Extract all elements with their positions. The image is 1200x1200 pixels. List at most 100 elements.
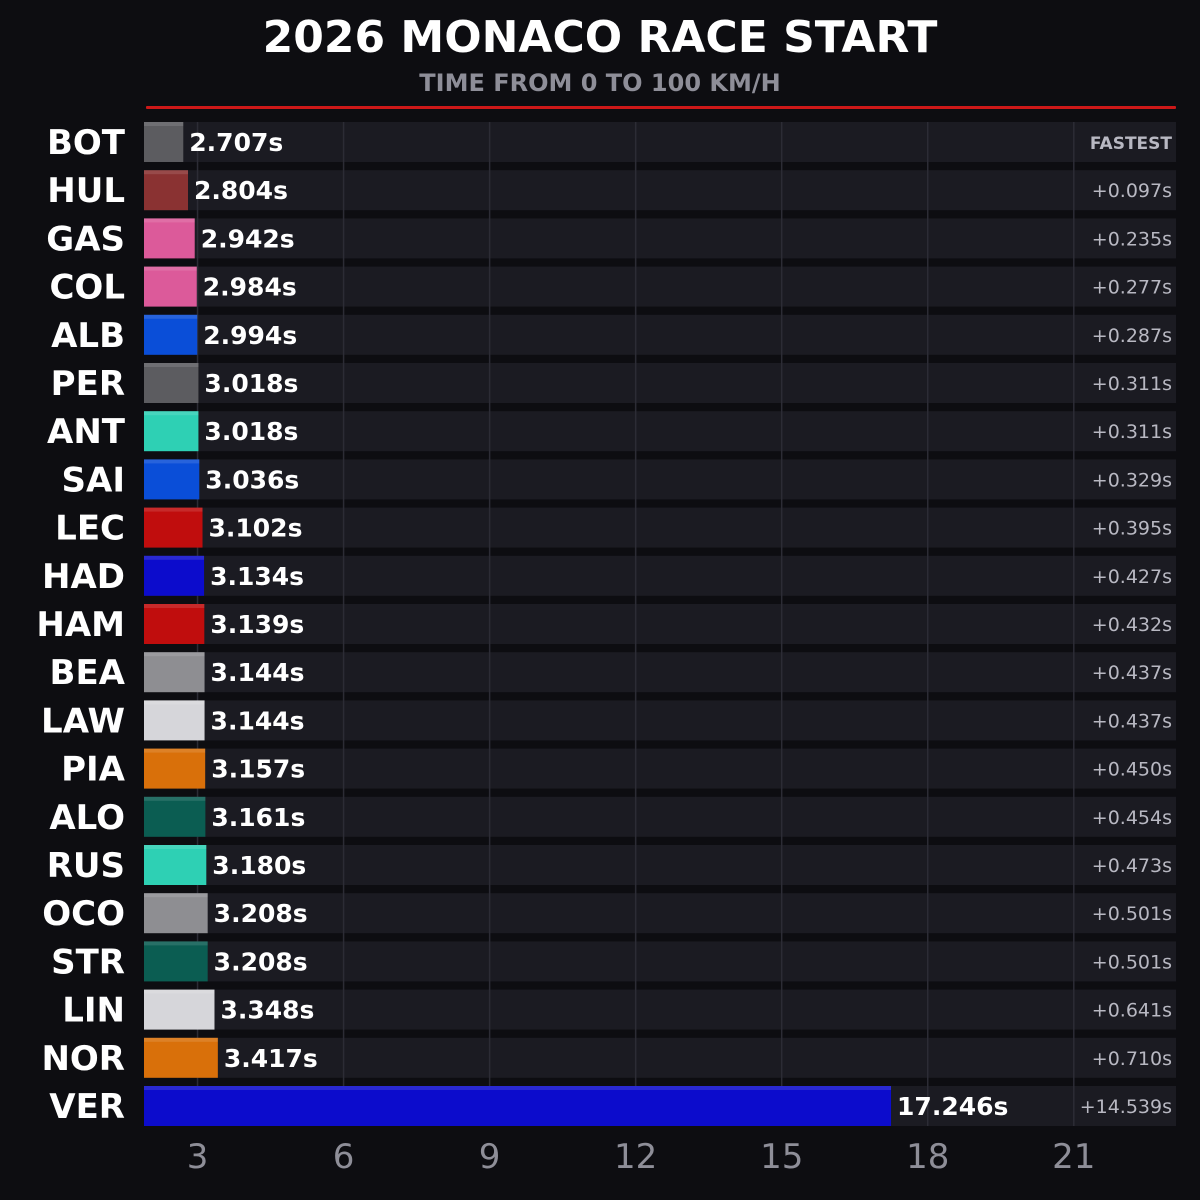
driver-label: HAM bbox=[36, 605, 125, 645]
value-label: 3.208s bbox=[214, 899, 308, 928]
bar-highlight bbox=[144, 459, 200, 464]
gap-label: +0.427s bbox=[1092, 566, 1172, 588]
bar bbox=[144, 893, 208, 934]
row-background bbox=[144, 266, 1176, 307]
row-background bbox=[144, 700, 1176, 741]
value-label: 3.144s bbox=[211, 706, 305, 735]
x-tick-label: 15 bbox=[760, 1137, 803, 1177]
x-tick-label: 18 bbox=[906, 1137, 949, 1177]
bar-highlight bbox=[144, 218, 195, 223]
driver-label: SAI bbox=[62, 460, 125, 500]
row-background bbox=[144, 170, 1176, 211]
driver-label: RUS bbox=[47, 846, 125, 886]
gap-label: +0.641s bbox=[1092, 1000, 1172, 1022]
gap-label: +0.437s bbox=[1092, 662, 1172, 684]
value-label: 3.102s bbox=[209, 514, 303, 543]
driver-label: HUL bbox=[47, 171, 125, 211]
bar bbox=[144, 459, 200, 500]
row-background bbox=[144, 989, 1176, 1030]
bar-highlight bbox=[144, 122, 184, 126]
value-label: 3.036s bbox=[205, 465, 299, 494]
row-background bbox=[144, 845, 1176, 885]
driver-label: BEA bbox=[50, 653, 126, 693]
x-tick-label: 6 bbox=[333, 1137, 355, 1177]
bar bbox=[144, 796, 206, 837]
value-label: 2.994s bbox=[203, 321, 297, 350]
row-background bbox=[144, 507, 1176, 548]
row-background bbox=[144, 218, 1176, 259]
x-tick-label: 12 bbox=[614, 1137, 657, 1177]
x-tick-label: 9 bbox=[479, 1137, 501, 1177]
gap-label: +0.454s bbox=[1092, 807, 1172, 829]
driver-label: ALB bbox=[51, 316, 125, 356]
gap-label: +0.329s bbox=[1092, 469, 1172, 491]
bar-highlight bbox=[144, 266, 197, 271]
value-label: 3.139s bbox=[210, 610, 304, 639]
driver-label: LAW bbox=[41, 701, 125, 741]
bar-highlight bbox=[144, 893, 208, 898]
bar bbox=[144, 652, 205, 693]
driver-label: ANT bbox=[47, 412, 126, 452]
bar bbox=[144, 555, 205, 596]
value-label: 2.707s bbox=[189, 128, 283, 157]
bar-highlight bbox=[144, 1086, 892, 1090]
x-tick-label: 3 bbox=[187, 1137, 209, 1177]
driver-label: VER bbox=[49, 1087, 125, 1127]
driver-label: LEC bbox=[55, 509, 125, 549]
bar-highlight bbox=[144, 363, 199, 367]
bar-highlight bbox=[144, 941, 208, 946]
row-background bbox=[144, 555, 1176, 596]
row-background bbox=[144, 314, 1176, 355]
gap-label: +0.501s bbox=[1092, 951, 1172, 973]
value-label: 3.180s bbox=[212, 851, 306, 880]
chart-title: 2026 MONACO RACE START bbox=[262, 12, 938, 63]
x-tick-label: 21 bbox=[1052, 1137, 1095, 1177]
gap-label: +0.235s bbox=[1092, 228, 1172, 250]
value-label: 3.208s bbox=[214, 947, 308, 976]
driver-label: GAS bbox=[46, 219, 125, 259]
driver-label: NOR bbox=[41, 1039, 125, 1079]
value-label: 17.246s bbox=[897, 1092, 1008, 1121]
bar-highlight bbox=[144, 700, 205, 705]
x-axis-ticks: 3 6 9 12 15 18 21 bbox=[187, 1137, 1096, 1177]
row-background bbox=[144, 411, 1176, 452]
driver-label: BOT bbox=[47, 123, 126, 163]
row-background bbox=[144, 604, 1176, 644]
bar-highlight bbox=[144, 748, 206, 753]
gap-label: +0.097s bbox=[1092, 180, 1172, 202]
bars bbox=[144, 122, 892, 1126]
bar bbox=[144, 266, 197, 307]
value-label: 2.804s bbox=[194, 176, 288, 205]
gap-label: +0.450s bbox=[1092, 759, 1172, 781]
driver-label: STR bbox=[51, 942, 125, 982]
bar-highlight bbox=[144, 796, 206, 801]
bar bbox=[144, 989, 215, 1030]
bar bbox=[144, 845, 207, 885]
row-background bbox=[144, 796, 1176, 837]
value-label: 3.018s bbox=[204, 369, 298, 398]
bar bbox=[144, 122, 184, 162]
bar bbox=[144, 1086, 892, 1126]
bar-highlight bbox=[144, 652, 205, 657]
gap-label: +14.539s bbox=[1080, 1096, 1172, 1118]
bar-highlight bbox=[144, 845, 207, 849]
value-label: 3.161s bbox=[211, 803, 305, 832]
driver-label: COL bbox=[49, 268, 125, 308]
gap-label: +0.437s bbox=[1092, 710, 1172, 732]
gap-label: +0.287s bbox=[1092, 325, 1172, 347]
bar bbox=[144, 363, 199, 403]
driver-label: OCO bbox=[42, 894, 125, 934]
value-label: 3.144s bbox=[211, 658, 305, 687]
bar bbox=[144, 170, 189, 211]
row-background bbox=[144, 652, 1176, 693]
bar-highlight bbox=[144, 411, 199, 416]
gap-label: +0.395s bbox=[1092, 518, 1172, 540]
row-background bbox=[144, 363, 1176, 403]
gap-label: +0.473s bbox=[1092, 855, 1172, 877]
gap-label: FASTEST bbox=[1090, 134, 1173, 154]
bar bbox=[144, 700, 205, 741]
gap-label: +0.311s bbox=[1092, 373, 1172, 395]
gap-label: +0.277s bbox=[1092, 277, 1172, 299]
row-background bbox=[144, 893, 1176, 934]
bar-highlight bbox=[144, 604, 205, 608]
